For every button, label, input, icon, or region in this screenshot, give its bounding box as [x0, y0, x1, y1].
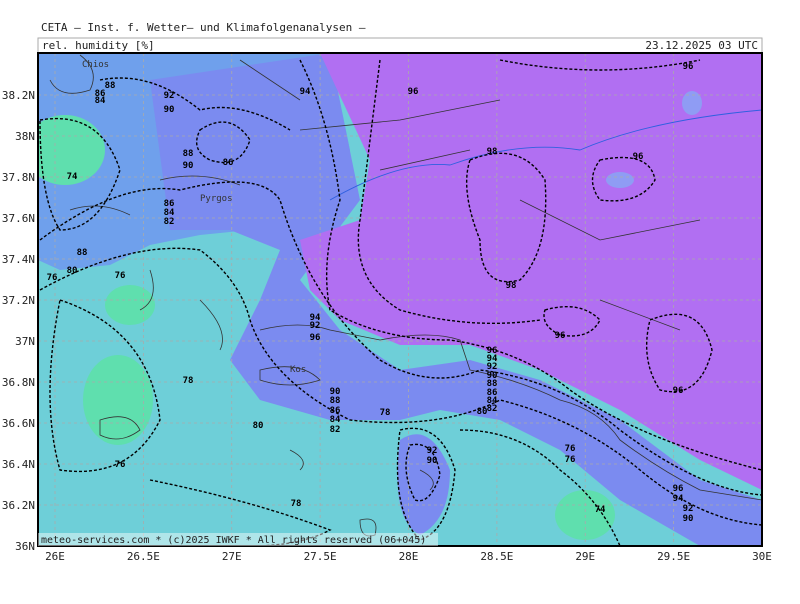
contour-label: 98	[506, 281, 517, 291]
map-frame	[37, 52, 763, 547]
contour-label: 96	[683, 62, 694, 72]
contour-label: 82	[164, 217, 175, 227]
contour-label: 80	[67, 266, 78, 276]
y-tick-label: 37.8N	[2, 171, 35, 184]
contour-label: 96	[408, 87, 419, 97]
y-tick-label: 36.8N	[2, 376, 35, 389]
contour-label: 96	[673, 484, 684, 494]
contour-label: 78	[380, 408, 391, 418]
contour-label: 90	[427, 456, 438, 466]
contour-label: 78	[291, 499, 302, 509]
place-label: Chios	[82, 60, 109, 70]
x-tick-label: 29.5E	[657, 550, 690, 563]
contour-label: 86	[487, 388, 498, 398]
y-tick-label: 37N	[15, 335, 35, 348]
contour-label: 86	[164, 199, 175, 209]
humidity-field	[105, 285, 155, 325]
contour-label: 86	[330, 406, 341, 416]
contour-label: 90	[183, 161, 194, 171]
contour-label: 94	[673, 494, 684, 504]
contour-label: 82	[487, 404, 498, 414]
parameter: rel. humidity [%]	[42, 39, 155, 52]
x-tick-label: 29E	[575, 550, 595, 563]
contour-label: 76	[115, 460, 126, 470]
x-tick-label: 26.5E	[127, 550, 160, 563]
contour-label: 76	[565, 455, 576, 465]
x-tick-label: 26E	[45, 550, 65, 563]
contour-label: 74	[595, 505, 606, 515]
y-tick-label: 38N	[15, 130, 35, 143]
place-label: Kos	[290, 365, 306, 375]
institute: CETA – Inst. f. Wetter– und Klimafolgena…	[41, 21, 366, 34]
y-tick-label: 38.2N	[2, 89, 35, 102]
x-tick-label: 28E	[399, 550, 419, 563]
x-tick-label: 28.5E	[480, 550, 513, 563]
contour-label: 96	[555, 331, 566, 341]
map-area	[38, 53, 762, 546]
contour-label: 94	[300, 87, 311, 97]
contour-label: 90	[164, 105, 175, 115]
y-tick-label: 36.4N	[2, 458, 35, 471]
y-tick-label: 37.2N	[2, 294, 35, 307]
contour-label: 90	[487, 371, 498, 381]
contour-label: 86	[223, 158, 234, 168]
contour-label: 78	[183, 376, 194, 386]
contour-label: 96	[310, 333, 321, 343]
contour-label: 86	[95, 89, 106, 99]
contour-label: 88	[330, 396, 341, 406]
contour-label: 80	[477, 407, 488, 417]
contour-label: 92	[683, 504, 694, 514]
contour-label: 76	[565, 444, 576, 454]
contour-label: 74	[67, 172, 78, 182]
contours	[39, 59, 762, 546]
contour-label: 90	[683, 514, 694, 524]
contour-label: 88	[487, 379, 498, 389]
coastlines	[49, 54, 762, 537]
contour-label: 80	[253, 421, 264, 431]
footer: meteo-services.com * (c)2025 IWKF * All …	[41, 535, 426, 546]
contour-label: 84	[95, 96, 106, 106]
contour-label: 88	[105, 81, 116, 91]
humidity-field	[83, 355, 153, 445]
contour-label: 84	[487, 396, 498, 406]
contour-label: 92	[310, 321, 321, 331]
contour-label: 88	[183, 149, 194, 159]
contour-label: 90	[330, 387, 341, 397]
y-tick-label: 36N	[15, 540, 35, 553]
y-tick-label: 36.6N	[2, 417, 35, 430]
place-label: Pyrgos	[200, 194, 233, 204]
contour-label: 82	[330, 425, 341, 435]
contour-label: 92	[487, 362, 498, 372]
y-tick-label: 37.6N	[2, 212, 35, 225]
footer-bg	[38, 533, 438, 546]
humidity-field	[606, 172, 634, 188]
x-tick-label: 30E	[752, 550, 772, 563]
valid-time: 23.12.2025 03 UTC	[645, 39, 758, 52]
y-tick-label: 36.2N	[2, 499, 35, 512]
contour-label: 84	[330, 415, 341, 425]
y-tick-label: 37.4N	[2, 253, 35, 266]
contour-label: 96	[673, 386, 684, 396]
contour-label: 96	[487, 346, 498, 356]
contour-label: 84	[164, 208, 175, 218]
contour-label: 92	[427, 446, 438, 456]
contour-label: 94	[487, 354, 498, 364]
humidity-field	[397, 434, 450, 535]
contour-label: 88	[77, 248, 88, 258]
contour-label: 94	[310, 313, 321, 323]
x-tick-label: 27.5E	[304, 550, 337, 563]
contour-label: 76	[115, 271, 126, 281]
contour-label: 76	[47, 273, 58, 283]
humidity-field	[682, 91, 702, 115]
contour-label: 98	[487, 147, 498, 157]
contour-label: 96	[633, 152, 644, 162]
x-tick-label: 27E	[222, 550, 242, 563]
contour-label: 92	[164, 91, 175, 101]
grid	[38, 53, 762, 546]
